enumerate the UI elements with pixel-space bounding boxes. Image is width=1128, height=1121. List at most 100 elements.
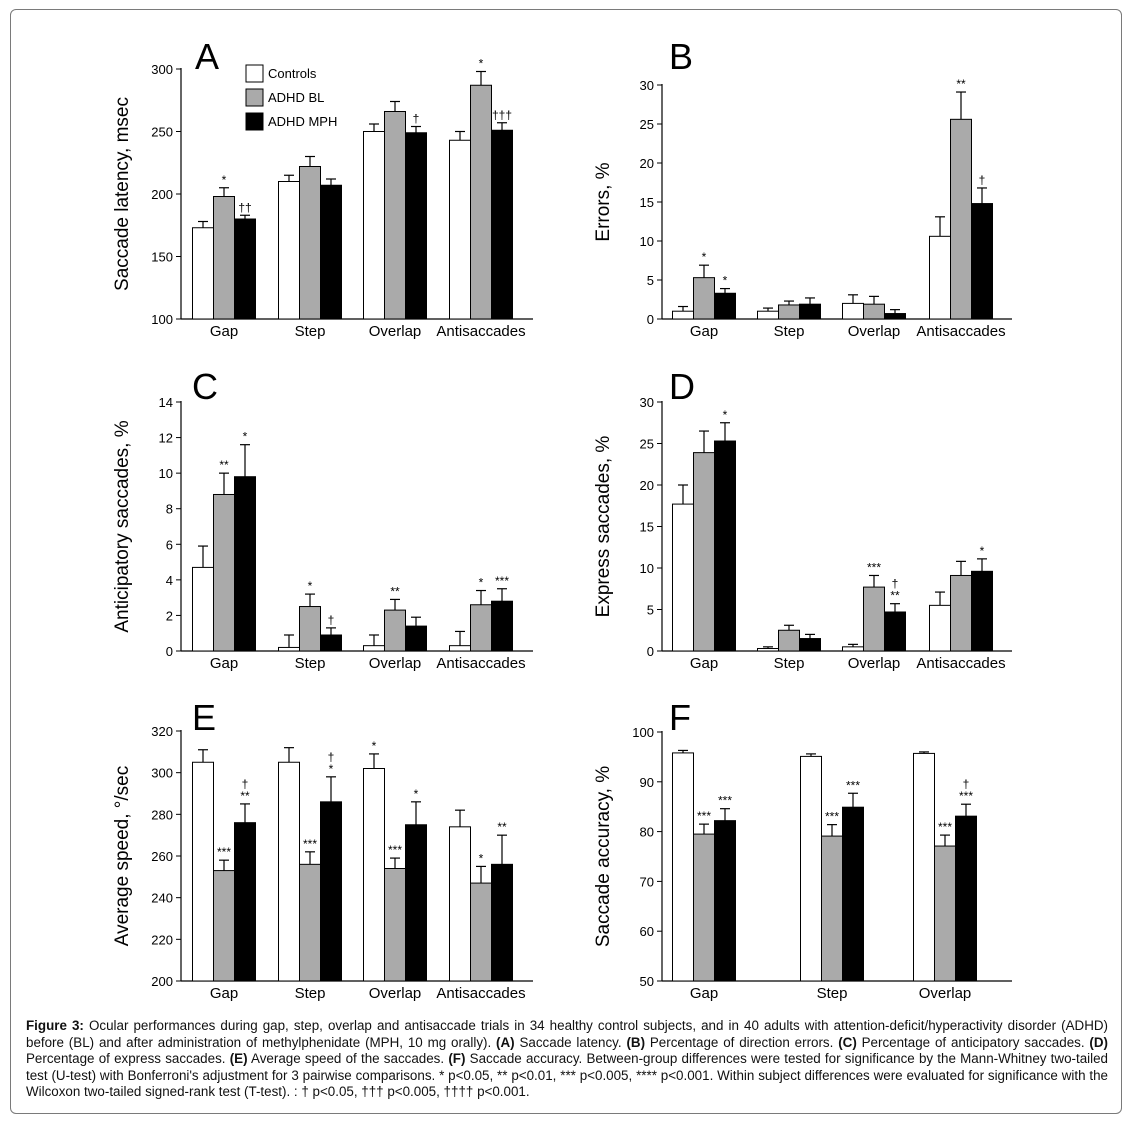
panel-b-letter: B (669, 36, 693, 77)
panel-c-y-label: Anticipatory saccades, % (112, 420, 133, 632)
panel-c-significance-label: * (243, 430, 248, 444)
panel-c-y-tick-label: 12 (159, 431, 173, 446)
panel-e-y-label: Average speed, °/sec (112, 766, 133, 946)
legend-swatch-adhd-bl (245, 88, 264, 107)
panel-c-bar-controls (278, 646, 300, 652)
panel-a-bar-adhd-mph (405, 132, 427, 320)
panel-d-y-tick-label: 25 (640, 437, 654, 452)
panel-d-bar-adhd-bl (693, 452, 715, 652)
caption-key-b: (B) (626, 1034, 646, 1050)
panel-a: A 100 150 200 250 300 Saccade latency, msec Gap… (112, 36, 533, 340)
panel-d-bar-adhd-mph (971, 570, 993, 652)
panel-b-significance-label: † (979, 173, 986, 187)
caption-text-e: Average speed of the saccades. (247, 1051, 449, 1066)
panel-c-x-tick-label: Gap (210, 655, 238, 672)
panel-c-significance-label: *** (495, 574, 509, 588)
panel-b-bar-adhd-mph (799, 303, 821, 320)
panel-f-bar-controls (913, 752, 935, 982)
panel-c-bar-adhd-bl (213, 493, 235, 652)
legend-swatch-controls (245, 64, 264, 83)
caption-text-d: Percentage of express saccades. (26, 1051, 230, 1066)
panel-b-bar-adhd-bl (950, 118, 972, 320)
panel-d-y-tick-label: 30 (640, 395, 654, 410)
panel-c-y-tick-label: 14 (159, 395, 173, 410)
panel-d-bar-controls (672, 503, 694, 652)
panel-a-letter: A (195, 36, 219, 77)
panel-a-bar-adhd-bl (384, 111, 406, 320)
panel-c-bar-adhd-mph (405, 625, 427, 652)
panel-c-bar-adhd-mph (491, 600, 513, 652)
panel-f-significance-label: *** (959, 789, 973, 803)
caption-intro: Ocular performances during gap, step, ov… (26, 1018, 1108, 1050)
panel-f-letter: F (669, 697, 691, 738)
panel-b-bar-adhd-mph (884, 313, 906, 320)
panel-c-y-tick-label: 8 (166, 502, 173, 517)
panel-e-significance-label: * (372, 739, 377, 753)
panel-d-bar-controls (929, 604, 951, 652)
panel-f-x-tick-label: Gap (690, 985, 718, 1002)
caption-key-a: (A) (496, 1034, 515, 1050)
panel-b-bar-adhd-mph (971, 203, 993, 320)
caption-text-f: Saccade accuracy. Between-group differen… (26, 1051, 1108, 1099)
panel-a-y-tick-label: 200 (151, 187, 173, 202)
panel-e-x-tick-label: Antisaccades (436, 985, 525, 1002)
panel-d-significance-label: *** (867, 560, 881, 574)
panel-d-bar-adhd-bl (778, 629, 800, 652)
panel-e-x-tick-label: Step (295, 985, 326, 1002)
caption-text-a: Saccade latency. (514, 1034, 627, 1050)
panel-c-bar-adhd-mph (234, 476, 256, 652)
panel-e-letter: E (192, 697, 216, 738)
panel-a-bar-controls (278, 181, 300, 320)
panel-f-y-tick-label: 50 (640, 974, 654, 989)
panel-e-y-tick-label: 200 (151, 974, 173, 989)
panel-e-x-tick-label: Overlap (369, 985, 422, 1002)
panel-c-bar-controls (449, 645, 471, 652)
panel-e-bar-adhd-bl (384, 868, 406, 982)
panel-d-bar-adhd-mph (714, 440, 736, 652)
panel-e-y-tick-label: 240 (151, 891, 173, 906)
panel-e-bar-adhd-mph (320, 801, 342, 982)
panel-a-bar-controls (363, 131, 385, 320)
panel-f-significance-label: *** (846, 778, 860, 792)
panel-d-significance-label: † (892, 577, 899, 591)
panel-b-bar-controls (757, 310, 779, 320)
panel-d-bar-adhd-mph (799, 638, 821, 652)
panel-c-bar-controls (363, 645, 385, 652)
panel-e-significance-label: † (242, 777, 249, 791)
panel-f-significance-label: *** (825, 810, 839, 824)
panel-c-x-tick-label: Antisaccades (436, 655, 525, 672)
panel-b-bar-adhd-mph (714, 292, 736, 320)
panel-a-bar-adhd-bl (299, 166, 321, 320)
panel-f-bar-adhd-mph (714, 820, 736, 982)
panel-d-bar-controls (757, 648, 779, 652)
panel-c-bar-adhd-mph (320, 634, 342, 652)
panel-d-significance-label: * (980, 544, 985, 558)
panel-c-y-tick-label: 6 (166, 537, 173, 552)
panel-c-bar-adhd-bl (299, 606, 321, 652)
panel-e-bar-controls (192, 761, 214, 982)
panel-d: D 0 5 10 15 20 25 30 Express saccades, % Gap * Step… (593, 366, 1012, 672)
panel-e: E 200 220 240 260 280 300 320 Average speed, °/s… (112, 697, 533, 1002)
panel-e-significance-label: * (479, 851, 484, 865)
panel-a-y-tick-label: 100 (151, 312, 173, 327)
panel-f-bar-adhd-mph (842, 806, 864, 982)
caption-label: Figure 3: (26, 1018, 84, 1033)
panel-f-x-tick-label: Step (817, 985, 848, 1002)
panel-e-significance-label: *** (388, 843, 402, 857)
panel-b-y-tick-label: 30 (640, 78, 654, 93)
panel-f-bar-adhd-bl (934, 845, 956, 982)
panel-a-x-tick-label: Step (295, 323, 326, 340)
panel-b-y-tick-label: 20 (640, 156, 654, 171)
panel-b-bar-controls (672, 310, 694, 320)
panel-e-bar-adhd-bl (213, 870, 235, 982)
panel-c-bar-adhd-bl (384, 609, 406, 652)
panel-f-y-label: Saccade accuracy, % (593, 766, 614, 947)
panel-e-significance-label: † (328, 750, 335, 764)
panel-b-bar-adhd-bl (693, 277, 715, 320)
figure-frame (10, 9, 1122, 1114)
caption-key-d: (D) (1089, 1034, 1108, 1050)
panel-a-significance-label: ††† (492, 108, 512, 122)
panel-a-bar-adhd-bl (470, 84, 492, 320)
